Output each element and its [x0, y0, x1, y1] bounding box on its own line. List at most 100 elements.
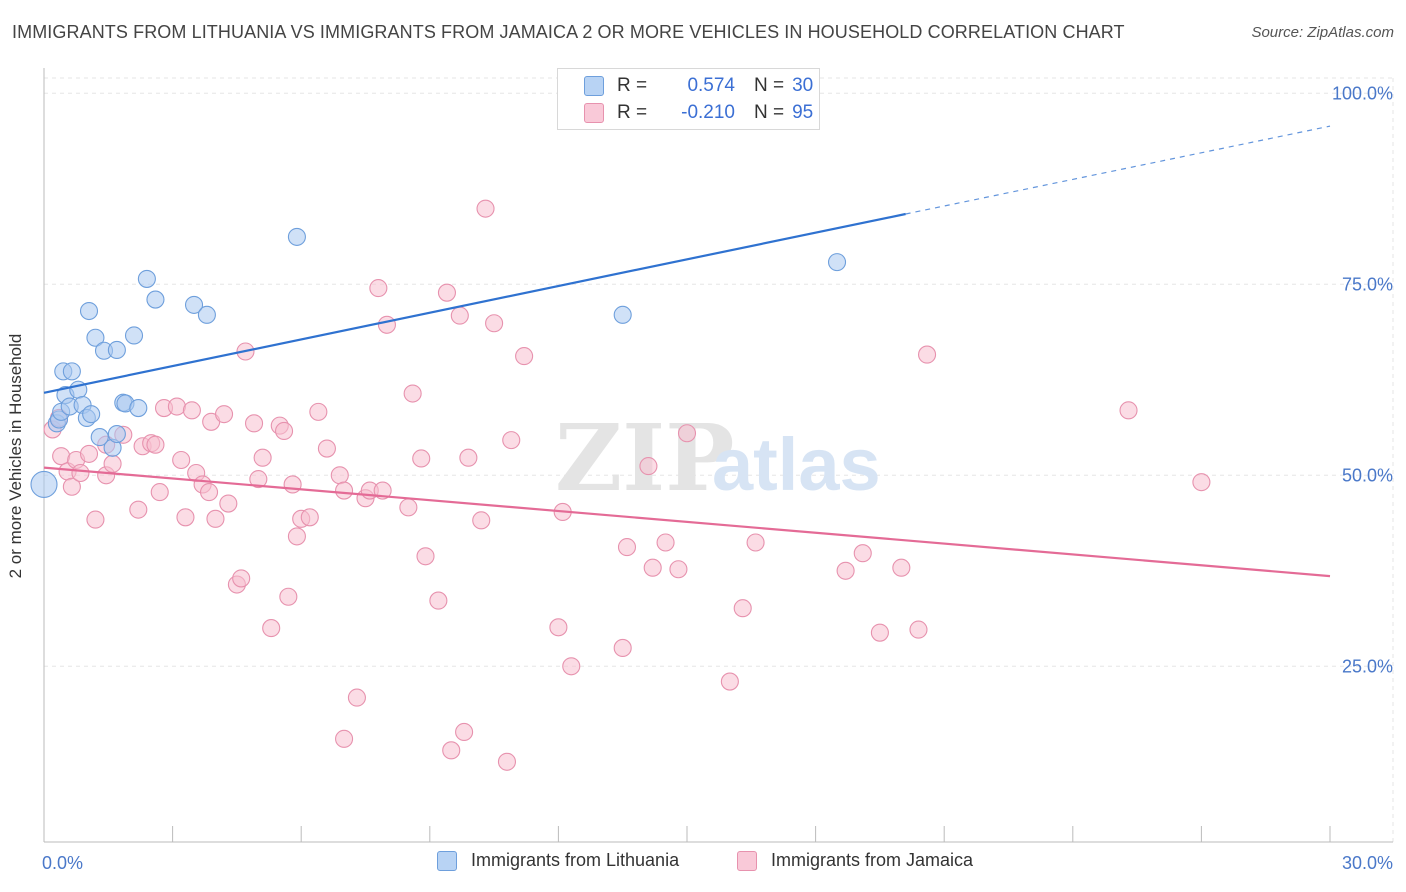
jamaica-point	[377, 315, 396, 334]
lithuania-point	[107, 340, 126, 360]
jamaica-point	[746, 533, 765, 552]
jamaica-point	[244, 414, 264, 433]
lithuania-swatch	[437, 850, 457, 871]
jamaica-point	[71, 463, 90, 483]
x-tick-label: 30.0%	[1342, 853, 1393, 873]
y-tick-label: 100.0%	[1332, 83, 1393, 103]
y-axis-label: 2 or more Vehicles in Household	[6, 333, 25, 579]
jamaica-point	[442, 741, 461, 760]
jamaica-point	[677, 424, 697, 443]
lithuania-point	[129, 398, 148, 418]
jamaica-point	[79, 444, 99, 463]
lithuania-point	[124, 326, 144, 345]
jamaica-point	[317, 439, 336, 458]
legend-r-value: 0.574	[687, 75, 735, 96]
lithuania-trend-extension	[905, 125, 1331, 215]
trend-lines	[43, 125, 1331, 578]
jamaica-point	[399, 498, 418, 517]
correlation-legend: R = 0.574 N = 30 R = -0.210 N = 95	[557, 68, 820, 130]
jamaica-point	[330, 466, 349, 485]
jamaica-point	[249, 470, 268, 489]
jamaica-point	[287, 527, 306, 546]
jamaica-point	[283, 475, 302, 494]
jamaica-legend-label: Immigrants from Jamaica	[771, 850, 974, 870]
y-tick-label: 75.0%	[1342, 274, 1393, 294]
lithuania-point	[137, 269, 156, 288]
jamaica-point	[275, 421, 294, 441]
series-legend-lithuania: Immigrants from Lithuania	[437, 850, 679, 871]
lithuania-point	[287, 227, 306, 246]
legend-n-label: N =	[754, 102, 785, 123]
jamaica-point	[1192, 473, 1211, 492]
jamaica-point	[150, 483, 169, 502]
x-tick-label: 0.0%	[42, 853, 83, 873]
jamaica-point	[562, 657, 581, 676]
lithuania-point	[82, 405, 101, 424]
jamaica-point	[86, 510, 105, 529]
jamaica-point	[232, 569, 251, 588]
jamaica-point	[613, 638, 632, 657]
jamaica-point	[1119, 401, 1138, 420]
jamaica-point	[549, 618, 568, 637]
jamaica-point	[176, 508, 195, 527]
jamaica-point	[733, 599, 752, 618]
jamaica-point	[870, 623, 889, 642]
jamaica-point	[214, 405, 234, 424]
jamaica-point	[262, 619, 281, 638]
jamaica-point	[279, 587, 298, 606]
jamaica-points	[43, 199, 1211, 771]
jamaica-point	[103, 454, 122, 473]
source-credit: Source: ZipAtlas.com	[1251, 24, 1394, 41]
jamaica-point	[502, 431, 521, 450]
jamaica-point	[472, 511, 491, 530]
jamaica-point	[515, 347, 534, 366]
jamaica-point	[369, 279, 388, 298]
jamaica-trend-line	[43, 466, 1331, 578]
jamaica-point	[455, 722, 474, 742]
jamaica-point	[219, 494, 238, 513]
jamaica-point	[172, 450, 191, 470]
jamaica-point	[656, 533, 675, 552]
jamaica-point	[146, 435, 165, 454]
tick-labels: 100.0% 75.0% 50.0% 25.0% 0.0% 30.0%	[42, 83, 1393, 873]
lithuania-point	[62, 362, 81, 381]
jamaica-point	[335, 729, 354, 748]
jamaica-point	[199, 483, 219, 502]
jamaica-point	[416, 547, 435, 566]
jamaica-point	[909, 620, 928, 639]
jamaica-point	[918, 345, 937, 364]
jamaica-point	[309, 402, 328, 421]
jamaica-point	[182, 401, 201, 420]
jamaica-point	[459, 448, 478, 467]
jamaica-swatch	[737, 850, 757, 871]
jamaica-point	[403, 384, 422, 403]
lithuania-points	[30, 227, 847, 498]
legend-n-value: 95	[792, 102, 814, 123]
lithuania-point	[184, 295, 204, 314]
jamaica-point	[412, 449, 431, 468]
jamaica-point	[476, 199, 495, 218]
jamaica-point	[429, 591, 448, 610]
lithuania-point	[827, 253, 847, 272]
legend-n-value: 30	[792, 75, 814, 96]
lithuania-point	[146, 290, 165, 309]
lithuania-trend-line	[43, 212, 906, 394]
lithuania-point	[90, 428, 109, 447]
lithuania-point	[613, 305, 632, 324]
y-tick-label: 50.0%	[1342, 465, 1393, 485]
series-legend: Immigrants from Lithuania Immigrants fro…	[0, 850, 1406, 878]
chart-title: IMMIGRANTS FROM LITHUANIA VS IMMIGRANTS …	[12, 22, 1125, 42]
jamaica-point	[485, 314, 504, 333]
y-tick-label: 25.0%	[1342, 656, 1393, 676]
jamaica-point	[669, 560, 688, 579]
jamaica-point	[335, 481, 354, 500]
jamaica-point	[52, 447, 71, 466]
legend-row-lithuania: R = 0.574 N = 30	[584, 74, 813, 98]
axes	[43, 68, 1393, 843]
jamaica-point	[206, 509, 225, 528]
legend-swatch-lithuania	[584, 76, 604, 96]
legend-r-label: R =	[617, 102, 648, 123]
legend-swatch-jamaica	[584, 103, 604, 123]
jamaica-point	[437, 283, 456, 302]
